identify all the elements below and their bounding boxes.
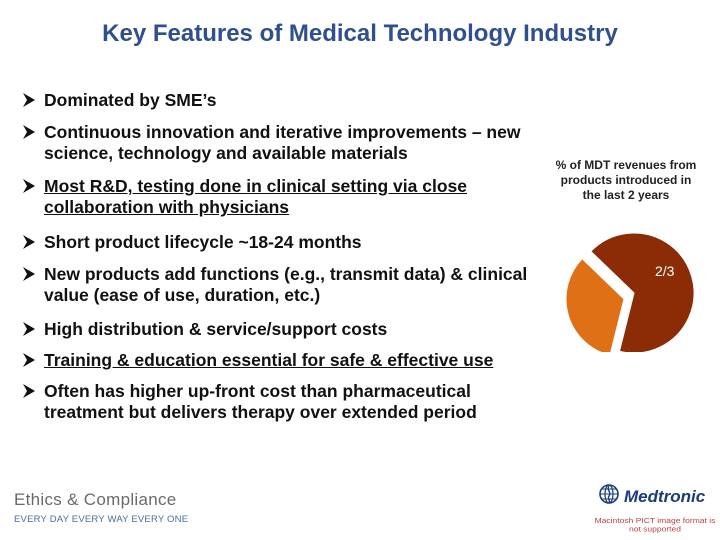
ethics-tagline: EVERY DAY EVERY WAY EVERY ONE [14,514,189,525]
medtronic-logo: Medtronic [598,483,705,510]
bullet-text: Training & education essential for safe … [44,350,494,370]
arrowhead-bullet-icon [22,124,36,140]
arrowhead-bullet-icon [22,234,36,250]
arrowhead-bullet-icon [22,321,36,337]
unsupported-image-notice: Macintosh PICT image format is not suppo… [594,516,716,534]
revenue-pie: 2/3 [565,232,695,352]
arrowhead-bullet-icon [22,92,36,108]
arrowhead-bullet-icon [22,383,36,399]
bullet-text: Dominated by SME’s [44,90,217,110]
slide-title: Key Features of Medical Technology Indus… [102,20,618,47]
arrowhead-bullet-icon [22,178,36,194]
bullet-text: New products add functions (e.g., transm… [44,264,528,305]
pie-slice-other [565,258,625,352]
brand-name: Medtronic [624,486,706,506]
bullet-text: Most R&D, testing done in clinical setti… [44,176,467,217]
bullet-text: Short product lifecycle ~18-24 months [44,232,362,252]
pie-label: 2/3 [655,263,675,279]
ethics-compliance-logo: Ethics & Compliance EVERY DAY EVERY WAY … [14,490,188,525]
pie-caption: % of MDT revenues from products introduc… [555,158,697,202]
bullet-text: High distribution & service/support cost… [44,319,388,339]
pie-slice-new-products [590,232,695,352]
medtronic-globe-icon [598,483,620,510]
bullet-text: Often has higher up-front cost than phar… [44,381,477,422]
arrowhead-bullet-icon [22,352,36,368]
arrowhead-bullet-icon [22,266,36,282]
ethics-title: Ethics & Compliance [14,490,177,509]
bullet-text: Continuous innovation and iterative impr… [44,122,521,163]
